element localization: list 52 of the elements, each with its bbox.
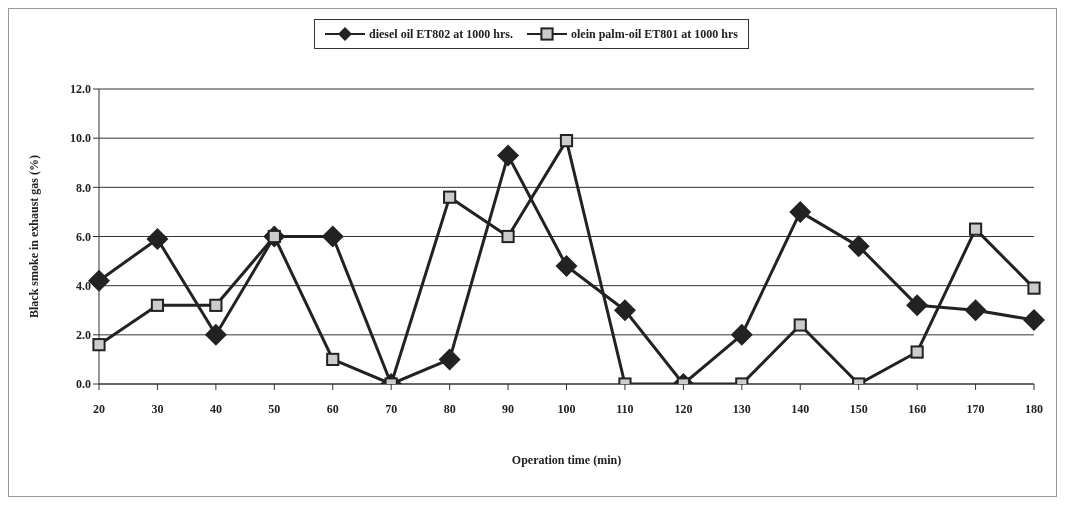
x-tick-label: 150 — [849, 401, 868, 416]
y-axis-title: Black smoke in exhaust gas (%) — [27, 154, 42, 319]
x-tick-label: 20 — [93, 401, 105, 416]
legend-label: olein palm-oil ET801 at 1000 hrs — [571, 26, 739, 42]
x-tick-label: 40 — [209, 401, 222, 416]
point — [438, 348, 461, 371]
x-tick-label: 160 — [908, 401, 927, 416]
point — [793, 318, 807, 332]
point — [559, 134, 574, 148]
x-tick-label: 130 — [732, 401, 751, 416]
point — [910, 345, 924, 359]
point — [321, 225, 344, 248]
point — [906, 294, 929, 317]
y-tick-label: 0.0 — [76, 377, 91, 392]
point — [146, 227, 169, 250]
x-tick-label: 110 — [616, 401, 634, 416]
x-tick-label: 100 — [557, 401, 576, 416]
x-tick-label: 80 — [443, 401, 456, 416]
point — [209, 298, 223, 312]
y-tick-label: 4.0 — [76, 278, 91, 293]
x-tick-label: 50 — [268, 401, 281, 416]
x-tick-label: 90 — [502, 401, 515, 416]
point — [1027, 281, 1041, 295]
x-tick-label: 60 — [326, 401, 339, 416]
x-tick-label: 170 — [966, 401, 985, 416]
x-tick-label: 30 — [151, 401, 164, 416]
x-tick-label: 70 — [385, 401, 398, 416]
point — [964, 299, 987, 322]
point — [1023, 309, 1045, 332]
y-tick-label: 6.0 — [76, 229, 91, 244]
x-tick-label: 120 — [674, 401, 693, 416]
point — [730, 323, 753, 346]
point — [497, 144, 520, 167]
point — [204, 323, 227, 346]
x-tick-label: 180 — [1025, 401, 1043, 416]
y-tick-label: 10.0 — [70, 131, 91, 146]
point — [968, 222, 983, 236]
point — [555, 255, 578, 277]
legend-label: diesel oil ET802 at 1000 hrs. — [368, 26, 513, 42]
point — [150, 298, 165, 312]
point — [847, 235, 870, 258]
y-tick-label: 2.0 — [76, 328, 91, 343]
y-tick-label: 12.0 — [70, 82, 91, 97]
point — [326, 352, 340, 367]
point — [501, 229, 515, 244]
point — [443, 190, 457, 204]
y-tick-label: 8.0 — [76, 180, 91, 195]
point — [789, 200, 812, 223]
point — [92, 338, 106, 352]
x-axis-title: Operation time (min) — [511, 453, 622, 467]
point — [613, 299, 636, 322]
x-tick-label: 140 — [791, 401, 810, 416]
